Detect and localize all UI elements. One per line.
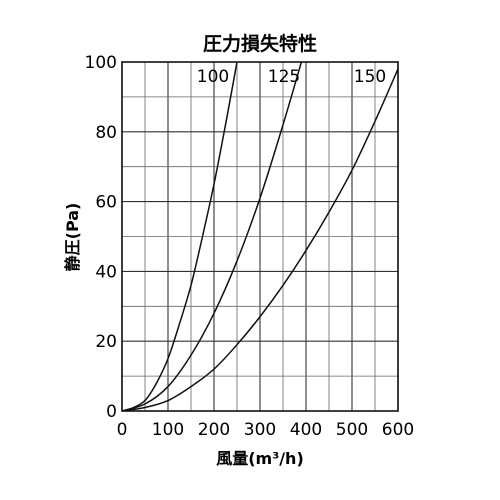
x-tick-label: 400 [290,420,322,440]
series-line-150 [121,68,399,412]
series-label-125: 125 [268,67,300,87]
x-tick-label: 500 [336,420,368,440]
x-tick-label: 100 [152,420,184,440]
y-tick-label: 80 [95,123,117,143]
x-tick-labels: 0 100 200 300 400 500 600 [117,420,415,440]
x-tick-label: 200 [198,420,230,440]
x-tick-label: 300 [244,420,276,440]
chart-title: 圧力損失特性 [203,32,317,55]
plot-frame [121,61,399,412]
series-line-125 [121,61,303,412]
y-tick-label: 100 [85,53,117,73]
x-tick-label: 0 [117,420,128,440]
x-axis-label: 風量(m³/h) [216,449,304,468]
y-axis-label: 静圧(Pa) [63,203,82,272]
y-tick-label: 0 [106,402,117,422]
grid [121,61,399,412]
curves [121,61,399,412]
series-labels: 100 125 150 [197,67,386,87]
y-tick-label: 60 [95,193,117,213]
y-tick-labels: 0 20 40 60 80 100 [85,53,117,422]
x-tick-label: 600 [382,420,414,440]
series-label-150: 150 [354,67,386,87]
series-label-100: 100 [197,67,229,87]
series-line-100 [121,61,238,412]
y-tick-label: 20 [95,332,117,352]
y-tick-label: 40 [95,262,117,282]
